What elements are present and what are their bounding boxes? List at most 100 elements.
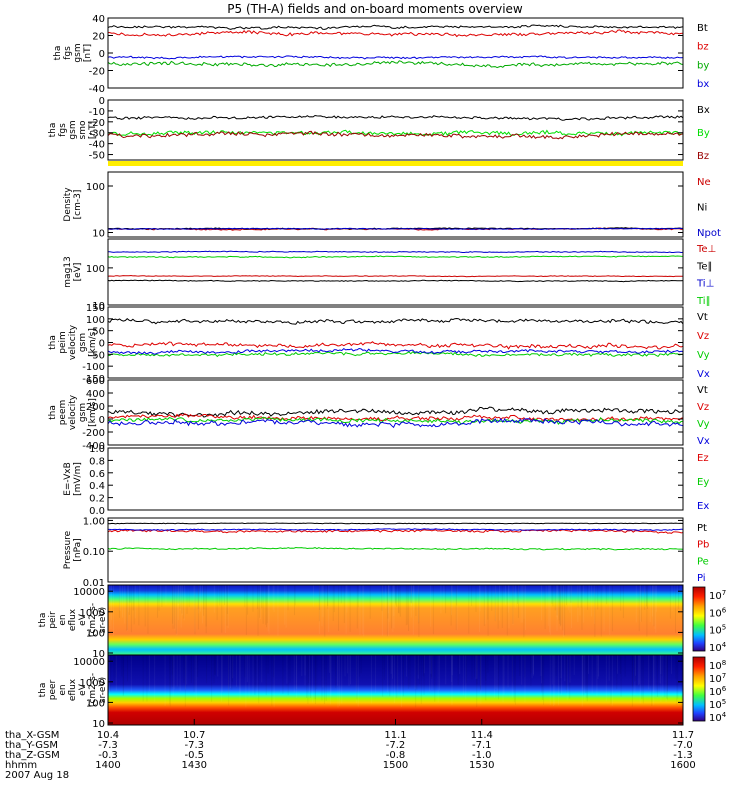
peem-velocity-series-2 <box>107 416 684 425</box>
peim-velocity-series-2 <box>107 351 684 358</box>
pressure-legend-2: Pe <box>697 556 709 567</box>
temperature-legend-2: Ti⊥ <box>696 279 714 290</box>
efield-ytick: 0.0 <box>89 506 105 517</box>
temperature-series-2 <box>108 250 684 254</box>
temperature-frame <box>107 238 684 306</box>
peim-velocity-ytick: -100 <box>82 362 105 373</box>
temperature-series-3 <box>107 255 684 259</box>
peim-velocity-frame <box>107 306 684 379</box>
pressure-ytick: 1.00 <box>83 516 105 527</box>
svg-text:peir: peir <box>48 611 58 629</box>
peem-velocity-ylabel: tha peem velocity gsm [km/s] <box>48 394 98 430</box>
panel-fgs: Bt bz by bx 40 20 0 -20 -40 tha fgs gsm [nT] <box>53 14 709 95</box>
peir-colorbar-tick: 104 <box>709 641 727 654</box>
fgs-smo-ytick: -50 <box>89 151 105 162</box>
x-tick-z_gsm: -0.8 <box>386 750 406 761</box>
density-ytick: 100 <box>86 182 105 193</box>
fgs-legend-0: Bt <box>697 23 708 34</box>
peir-colorbar-tick: 105 <box>709 624 726 637</box>
efield-ytick: 0.2 <box>89 494 105 505</box>
pressure-legend-0: Pt <box>697 523 707 534</box>
fgs-smo-ytick: 0 <box>99 96 105 107</box>
svg-text:fgs: fgs <box>58 123 68 137</box>
density-legend-0: Ne <box>697 177 711 188</box>
peer-colorbar-tick: 105 <box>709 698 726 711</box>
fgs-series-1 <box>107 29 684 38</box>
fgs-ytick: -20 <box>89 67 105 78</box>
x-tick-y_gsm: -7.3 <box>98 740 118 751</box>
peem-velocity-ytick: 200 <box>86 402 105 413</box>
temperature-ytick: 100 <box>86 264 105 275</box>
peem-velocity-series-3 <box>107 418 684 429</box>
fgs-smo-ytick: -30 <box>89 129 105 140</box>
fgs-legend-2: by <box>697 60 709 71</box>
temperature-ylabel: mag13 [eV] <box>63 256 83 287</box>
svg-text:velocity: velocity <box>68 394 78 430</box>
x-tick-x_gsm: 10.4 <box>97 730 119 741</box>
x-tick-hhmm: 1400 <box>95 760 120 771</box>
svg-text:sr-eV): sr-eV) <box>98 607 108 633</box>
efield-legend-2: Ex <box>697 501 709 512</box>
svg-text:tha: tha <box>38 683 48 698</box>
temperature-legend-1: Te∥ <box>696 261 713 272</box>
peir-ytick: 10 <box>92 649 105 660</box>
x-tick-hhmm: 1430 <box>182 760 207 771</box>
peem-velocity-legend-3: Vx <box>697 436 710 447</box>
svg-text:fgs: fgs <box>63 46 73 60</box>
peem-velocity-legend-2: Vy <box>697 419 710 430</box>
peer-ylabel: tha peer en eflux eV (cm2-s-sr-eV) <box>38 673 108 707</box>
svg-text:(cm2-s-: (cm2-s- <box>88 673 98 707</box>
panel-peem-velocity: Vt Vz Vy Vx 600 400 200 0 -200 -400 tha peem velocit… <box>48 376 710 452</box>
svg-text:[cm-3]: [cm-3] <box>73 190 83 220</box>
efield-ylabel: E=-VxB [mV/m] <box>63 462 83 496</box>
svg-text:gsm: gsm <box>78 333 88 352</box>
peir-spectrogram <box>108 585 683 655</box>
density-ytick: 10 <box>92 228 105 239</box>
peim-velocity-legend-0: Vt <box>697 312 708 323</box>
peir-colorbar-tick: 107 <box>709 589 726 602</box>
quality-flag-bar <box>108 161 683 166</box>
peer-ytick: 10 <box>92 719 105 730</box>
svg-text:E=-VxB: E=-VxB <box>63 462 73 496</box>
fgs-ytick: -40 <box>89 84 105 95</box>
svg-text:sr-eV): sr-eV) <box>98 677 108 703</box>
peer-ytick: 10000 <box>73 657 105 668</box>
date-label: 2007 Aug 18 <box>5 770 69 781</box>
fgs-smo-ylabel: tha fgs gsm smo [nT] <box>48 120 98 140</box>
peem-velocity-ytick: -400 <box>82 441 105 452</box>
efield-ytick: 0.6 <box>89 469 105 480</box>
svg-text:[km/s]: [km/s] <box>88 328 98 357</box>
density-series-2 <box>107 227 684 231</box>
x-row-label: hhmm <box>5 760 37 771</box>
x-tick-hhmm: 1530 <box>469 760 494 771</box>
peim-velocity-ytick: 150 <box>86 303 105 314</box>
peim-velocity-legend-2: Vy <box>697 350 710 361</box>
fgs-smo-legend-2: Bz <box>697 151 709 162</box>
fgs-ytick: 40 <box>92 14 105 25</box>
peer-ytick: 100 <box>86 698 105 709</box>
x-tick-z_gsm: -1.3 <box>673 750 693 761</box>
svg-text:mag13: mag13 <box>63 256 73 287</box>
panel-fgs-smo: Bx By Bz 0-10-20-30-40-50 tha fgs gsm smo [nT] <box>48 96 710 166</box>
efield-ytick: 0.8 <box>89 456 105 467</box>
temperature-ytick: 10 <box>92 301 105 312</box>
x-axis: 10.4-7.3-0.3140010.7-7.3-0.5143011.1-7.2… <box>5 719 696 781</box>
svg-text:[nT]: [nT] <box>83 44 93 62</box>
peer-colorbar-tick: 108 <box>709 659 726 672</box>
density-legend-1: Ni <box>697 203 707 214</box>
peer-colorbar <box>692 656 706 722</box>
x-row-label: tha_Y-GSM <box>5 740 58 751</box>
x-tick-z_gsm: -0.5 <box>184 750 204 761</box>
fgs-smo-series-0 <box>107 114 684 121</box>
peer-spectrogram <box>108 655 683 725</box>
peer-ytick: 1000 <box>80 678 105 689</box>
efield-ytick: 0.4 <box>89 481 105 492</box>
panel-temperature: Te⊥ Te∥ Ti⊥ Ti∥ 100 10 mag13 [eV] <box>63 238 716 312</box>
fgs-smo-legend-1: By <box>697 128 710 139</box>
fgs-smo-ytick: -40 <box>89 140 105 151</box>
fgs-ytick: 0 <box>99 49 105 60</box>
fgs-legend-3: bx <box>697 79 709 90</box>
x-tick-x_gsm: 11.1 <box>384 730 406 741</box>
